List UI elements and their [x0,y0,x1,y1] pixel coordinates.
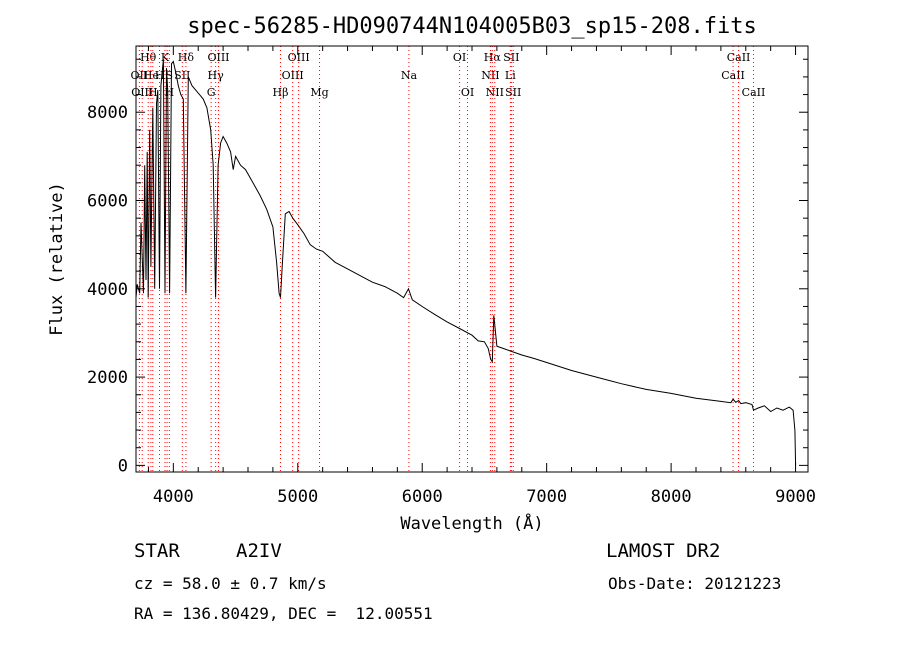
line-label-h: H [155,69,165,82]
line-label-hα: Hα [484,51,502,64]
redshift-cz: cz = 58.0 ± 0.7 km/s [134,574,327,593]
y-axis-ticks: 0 2000 4000 6000 8000 [87,58,808,476]
line-markers: OIIOIIIHθHeHHKISHSIIHδGHγOIIIHβOIIIOIIIM… [131,46,766,472]
line-label-caii: CaII [727,51,751,64]
y-tick-label: 6000 [87,192,128,212]
line-label-oiii: OIII [282,69,304,82]
line-label-nii: NII [486,86,504,99]
line-label-sii: SII [505,86,521,99]
line-label-he: He [143,69,159,82]
object-class: STAR [134,540,180,562]
line-label-oi: OI [461,86,474,99]
line-label-h: H [148,86,158,99]
line-label-oii: OII [131,69,149,82]
line-label-k: K [161,51,170,64]
line-label-sii: SII [503,51,519,64]
x-tick-label: 8000 [651,487,692,507]
line-label-oiii: OIII [131,86,153,99]
line-label-na: Na [401,69,418,82]
plot-frame [135,45,809,473]
spectrum-line [135,59,797,466]
line-label-h: H [165,86,175,99]
line-label-oiii: OIII [207,51,229,64]
x-tick-label: 7000 [526,487,567,507]
obs-date: Obs-Date: 20121223 [608,574,782,593]
y-tick-label: 0 [118,456,128,476]
y-tick-label: 8000 [87,103,128,123]
x-axis-ticks: 4000 5000 6000 7000 8000 9000 [147,46,816,507]
line-label-g: G [207,86,216,99]
y-axis-label: Flux (relative) [47,182,67,336]
line-label-oiii: OIII [288,51,310,64]
line-label-li: Li [505,69,516,82]
y-tick-label: 4000 [87,280,128,300]
survey-name: LAMOST DR2 [606,540,721,562]
x-tick-label: 6000 [402,487,443,507]
y-tick-label: 2000 [87,368,128,388]
line-label-hβ: Hβ [273,86,289,99]
subclass: A2IV [236,540,282,562]
chart-title: spec-56285-HD090744N104005B03_sp15-208.f… [187,14,757,39]
x-tick-label: 5000 [277,487,318,507]
line-label-nii: NII [481,69,499,82]
line-label-hθ: Hθ [140,51,157,64]
line-label-caii: CaII [721,69,745,82]
coordinates: RA = 136.80429, DEC = 12.00551 [134,604,433,623]
x-axis-label: Wavelength (Å) [400,512,543,534]
line-label-oi: OI [453,51,466,64]
x-tick-label: 4000 [153,487,194,507]
line-label-hγ: Hγ [208,69,225,82]
line-label-caii: CaII [742,86,766,99]
line-label-hδ: Hδ [178,51,195,64]
line-label-mg: Mg [310,86,328,99]
x-tick-label: 9000 [775,487,816,507]
